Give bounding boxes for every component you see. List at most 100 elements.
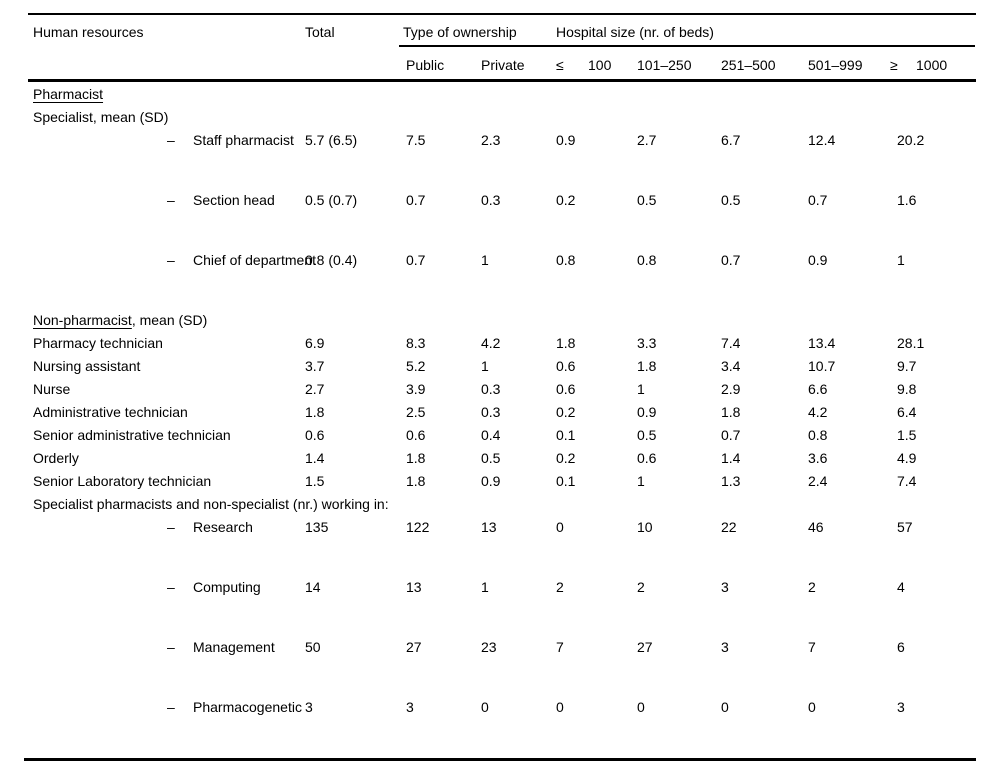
- column-header-size-101-250: 101–250: [637, 57, 692, 73]
- cell-value: 0: [556, 519, 564, 535]
- cell-value: 0.3: [481, 192, 501, 208]
- spanner-header-ownership: Type of ownership: [403, 24, 517, 40]
- cell-value: 27: [406, 639, 422, 655]
- cell-value: 3.6: [808, 450, 828, 466]
- table-row: – Management 50 27 23 7 27 3 7 6: [0, 639, 1000, 659]
- cell-value: 2: [637, 579, 645, 595]
- cell-value: 1: [481, 579, 489, 595]
- cell-value: 1.8: [721, 404, 741, 420]
- cell-value: 1.8: [406, 450, 426, 466]
- cell-value: 3: [305, 699, 313, 715]
- cell-value: 0.8: [808, 427, 828, 443]
- cell-value: 6.4: [897, 404, 917, 420]
- cell-value: 0: [721, 699, 729, 715]
- cell-value: 7.4: [721, 335, 741, 351]
- header-bottom-rule: [28, 79, 976, 82]
- cell-value: 0.6: [556, 358, 576, 374]
- table-row: – Pharmacogenetic 3 3 0 0 0 0 0 3: [0, 699, 1000, 719]
- table-row: – Section head 0.5 (0.7) 0.7 0.3 0.2 0.5…: [0, 192, 1000, 212]
- cell-value: 8.3: [406, 335, 426, 351]
- cell-value: 1.4: [305, 450, 325, 466]
- cell-value: 7: [808, 639, 816, 655]
- column-header-size-min-value: 100: [588, 57, 612, 73]
- cell-value: 1.8: [556, 335, 576, 351]
- cell-value: 0.6: [406, 427, 426, 443]
- table-row: – Staff pharmacist 5.7 (6.5) 7.5 2.3 0.9…: [0, 132, 1000, 152]
- cell-value: 0.7: [721, 252, 741, 268]
- row-label: Section head: [193, 192, 275, 208]
- cell-value: 3.4: [721, 358, 741, 374]
- cell-value: 10: [637, 519, 653, 535]
- cell-value: 0.6: [305, 427, 325, 443]
- table-bottom-rule: [24, 758, 976, 761]
- cell-value: 14: [305, 579, 321, 595]
- cell-value: 2.7: [637, 132, 657, 148]
- row-dash: –: [167, 192, 175, 208]
- cell-value: 9.7: [897, 358, 917, 374]
- cell-value: 0: [481, 699, 489, 715]
- cell-value: 1.5: [305, 473, 325, 489]
- cell-value: 0.2: [556, 192, 576, 208]
- cell-value: 1.3: [721, 473, 741, 489]
- cell-value: 3: [897, 699, 905, 715]
- cell-value: 0.8: [556, 252, 576, 268]
- cell-value: 3: [721, 579, 729, 595]
- cell-value: 10.7: [808, 358, 836, 374]
- cell-value: 7: [556, 639, 564, 655]
- cell-value: 1: [637, 381, 645, 397]
- cell-value: 1: [637, 473, 645, 489]
- table-row: Pharmacy technician 6.9 8.3 4.2 1.8 3.3 …: [0, 335, 1000, 355]
- cell-value: 0.5 (0.7): [305, 192, 358, 208]
- cell-value: 22: [721, 519, 737, 535]
- cell-value: 23: [481, 639, 497, 655]
- cell-value: 1.8: [406, 473, 426, 489]
- cell-value: 57: [897, 519, 913, 535]
- cell-value: 2: [808, 579, 816, 595]
- cell-value: 0.2: [556, 450, 576, 466]
- cell-value: 0.9: [637, 404, 657, 420]
- cell-value: 0.8 (0.4): [305, 252, 358, 268]
- row-label: Specialist pharmacists and non-specialis…: [33, 496, 389, 512]
- row-label: Pharmacy technician: [33, 335, 163, 351]
- row-label: Nursing assistant: [33, 358, 141, 374]
- cell-value: 0.5: [637, 192, 657, 208]
- cell-value: 6: [897, 639, 905, 655]
- cell-value: 12.4: [808, 132, 836, 148]
- column-header-size-max-value: 1000: [916, 57, 948, 73]
- cell-value: 135: [305, 519, 329, 535]
- cell-value: 27: [637, 639, 653, 655]
- table-row: Specialist, mean (SD): [0, 109, 1000, 129]
- cell-value: 1: [481, 358, 489, 374]
- table-row: Nursing assistant 3.7 5.2 1 0.6 1.8 3.4 …: [0, 358, 1000, 378]
- row-dash: –: [167, 579, 175, 595]
- cell-value: 46: [808, 519, 824, 535]
- cell-value: 0: [637, 699, 645, 715]
- cell-value: 0.6: [556, 381, 576, 397]
- table-top-rule: [28, 13, 976, 15]
- table-row: – Computing 14 13 1 2 2 3 2 4: [0, 579, 1000, 599]
- row-label: Senior administrative technician: [33, 427, 231, 443]
- cell-value: 13.4: [808, 335, 836, 351]
- cell-value: 2.7: [305, 381, 325, 397]
- row-label: Chief of department: [193, 252, 316, 268]
- row-label: Orderly: [33, 450, 79, 466]
- cell-value: 6.9: [305, 335, 325, 351]
- row-label: Research: [193, 519, 253, 535]
- table-row: Pharmacist: [0, 86, 1000, 106]
- cell-value: 7.5: [406, 132, 426, 148]
- row-dash: –: [167, 519, 175, 535]
- row-label: Nurse: [33, 381, 71, 397]
- cell-value: 6.6: [808, 381, 828, 397]
- cell-value: 2.5: [406, 404, 426, 420]
- table-header-row-1: Human resources Total Type of ownership …: [0, 24, 1000, 44]
- row-label: Computing: [193, 579, 261, 595]
- column-header-size-251-500: 251–500: [721, 57, 776, 73]
- cell-value: 6.7: [721, 132, 741, 148]
- cell-value: 3.7: [305, 358, 325, 374]
- cell-value: 0.9: [556, 132, 576, 148]
- cell-value: 0.5: [721, 192, 741, 208]
- cell-value: 28.1: [897, 335, 925, 351]
- row-label: Staff pharmacist: [193, 132, 294, 148]
- cell-value: 0.7: [721, 427, 741, 443]
- cell-value: 0.7: [406, 192, 426, 208]
